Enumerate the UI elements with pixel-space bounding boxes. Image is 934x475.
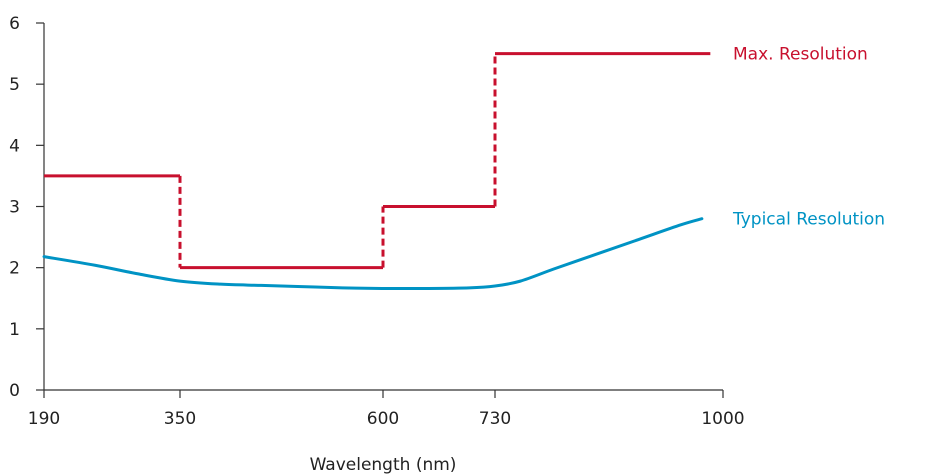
y-tick-label: 4 bbox=[9, 136, 20, 156]
x-tick-label: 350 bbox=[164, 409, 196, 429]
tick-marks bbox=[36, 22, 724, 398]
x-axis-title: Wavelength (nm) bbox=[310, 455, 457, 475]
series-layer bbox=[42, 52, 711, 291]
typical-resolution-label: Typical Resolution bbox=[732, 210, 885, 230]
y-tick-label: 5 bbox=[9, 75, 20, 95]
x-tick-label: 600 bbox=[367, 409, 399, 429]
x-tick-label: 190 bbox=[28, 409, 60, 429]
series-labels: Max. Resolution Typical Resolution bbox=[732, 45, 885, 230]
y-tick-label: 0 bbox=[9, 381, 20, 401]
typical-resolution-line bbox=[42, 217, 704, 291]
y-tick-label: 2 bbox=[9, 259, 20, 279]
tick-labels: 0 1 2 3 4 5 6 190 350 600 730 1000 bbox=[9, 14, 744, 429]
x-tick-label: 1000 bbox=[701, 409, 744, 429]
max-resolution-label: Max. Resolution bbox=[733, 45, 868, 65]
x-tick-label: 730 bbox=[479, 409, 511, 429]
y-tick-label: 6 bbox=[9, 14, 20, 34]
y-tick-label: 1 bbox=[9, 320, 20, 340]
y-tick-label: 3 bbox=[9, 198, 20, 218]
